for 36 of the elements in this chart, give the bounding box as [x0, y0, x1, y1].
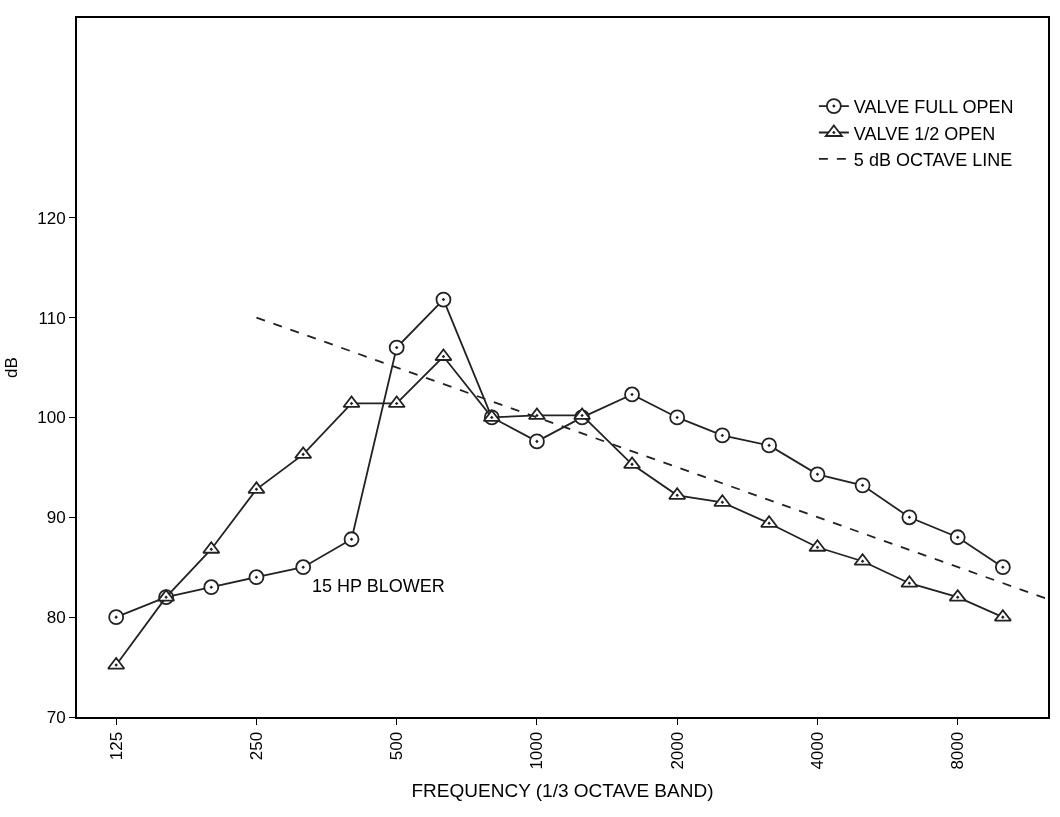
y-tick-label: 80 — [46, 608, 66, 628]
y-tick-label: 100 — [37, 408, 66, 428]
y-tick-label: 110 — [38, 308, 66, 328]
legend-label: VALVE 1/2 OPEN — [853, 123, 996, 144]
x-tick-label: 250 — [246, 731, 266, 761]
point — [108, 609, 125, 626]
point — [994, 559, 1011, 576]
point — [248, 569, 265, 586]
point — [761, 437, 777, 454]
point — [949, 529, 966, 546]
y-tick-label: 70 — [46, 707, 66, 727]
point — [435, 291, 452, 308]
point — [388, 339, 405, 356]
point — [624, 386, 640, 403]
point — [295, 559, 312, 576]
point — [714, 427, 731, 444]
x-tick-label: 4000 — [807, 731, 827, 770]
point — [529, 433, 545, 450]
x-axis-title: FREQUENCY (1/3 OCTAVE BAND) — [411, 779, 714, 801]
point — [901, 509, 918, 526]
x-tick-label: 125 — [106, 731, 126, 761]
x-tick-label: 2000 — [667, 731, 687, 770]
x-tick-label: 1000 — [527, 731, 547, 770]
legend-label: 5 dB OCTAVE LINE — [853, 149, 1013, 170]
point — [854, 477, 871, 494]
point — [343, 531, 360, 548]
point — [809, 466, 826, 483]
point — [203, 579, 220, 596]
y-tick-label: 90 — [46, 508, 66, 528]
annotation: 15 HP BLOWER — [312, 576, 445, 596]
y-tick-label: 120 — [37, 208, 66, 228]
point — [669, 409, 686, 426]
y-axis-title: dB — [2, 357, 22, 378]
x-tick-label: 500 — [387, 731, 407, 761]
x-tick-label: 8000 — [948, 731, 968, 770]
legend-label: VALVE FULL OPEN — [853, 97, 1014, 118]
